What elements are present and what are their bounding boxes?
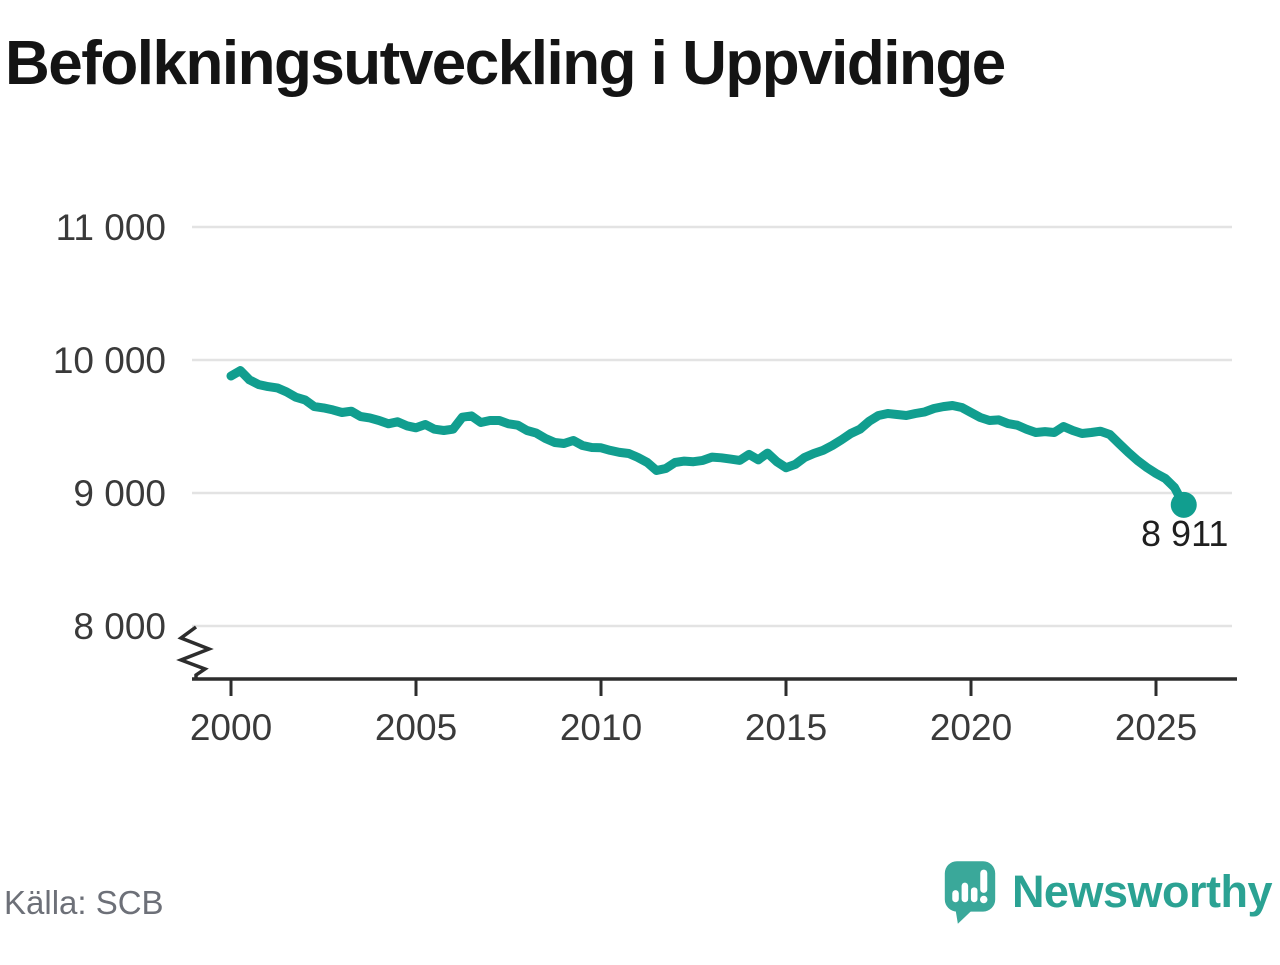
y-tick-label: 9 000 (73, 473, 166, 514)
y-tick-label: 11 000 (56, 207, 166, 248)
y-tick-label: 10 000 (53, 340, 166, 381)
source-label: Källa: SCB (4, 884, 164, 921)
x-tick-label: 2020 (930, 707, 1012, 748)
page-title: Befolkningsutveckling i Uppvidinge (5, 29, 1006, 98)
axis-break-zigzag-icon (176, 625, 214, 680)
end-point-dot (1170, 491, 1197, 518)
x-tick-label: 2025 (1115, 707, 1197, 748)
newsworthy-wordmark: Newsworthy (1011, 866, 1273, 917)
y-tick-label: 8 000 (73, 606, 166, 647)
end-value-label: 8 911 (1141, 513, 1228, 554)
x-tick-label: 2000 (190, 707, 272, 748)
newsworthy-brand: Newsworthy (942, 858, 1273, 926)
x-tick-label: 2005 (375, 707, 457, 748)
x-tick-label: 2015 (745, 707, 827, 748)
newsworthy-logo-icon (944, 861, 996, 924)
x-tick-label: 2010 (560, 707, 642, 748)
population-line (226, 366, 1189, 510)
